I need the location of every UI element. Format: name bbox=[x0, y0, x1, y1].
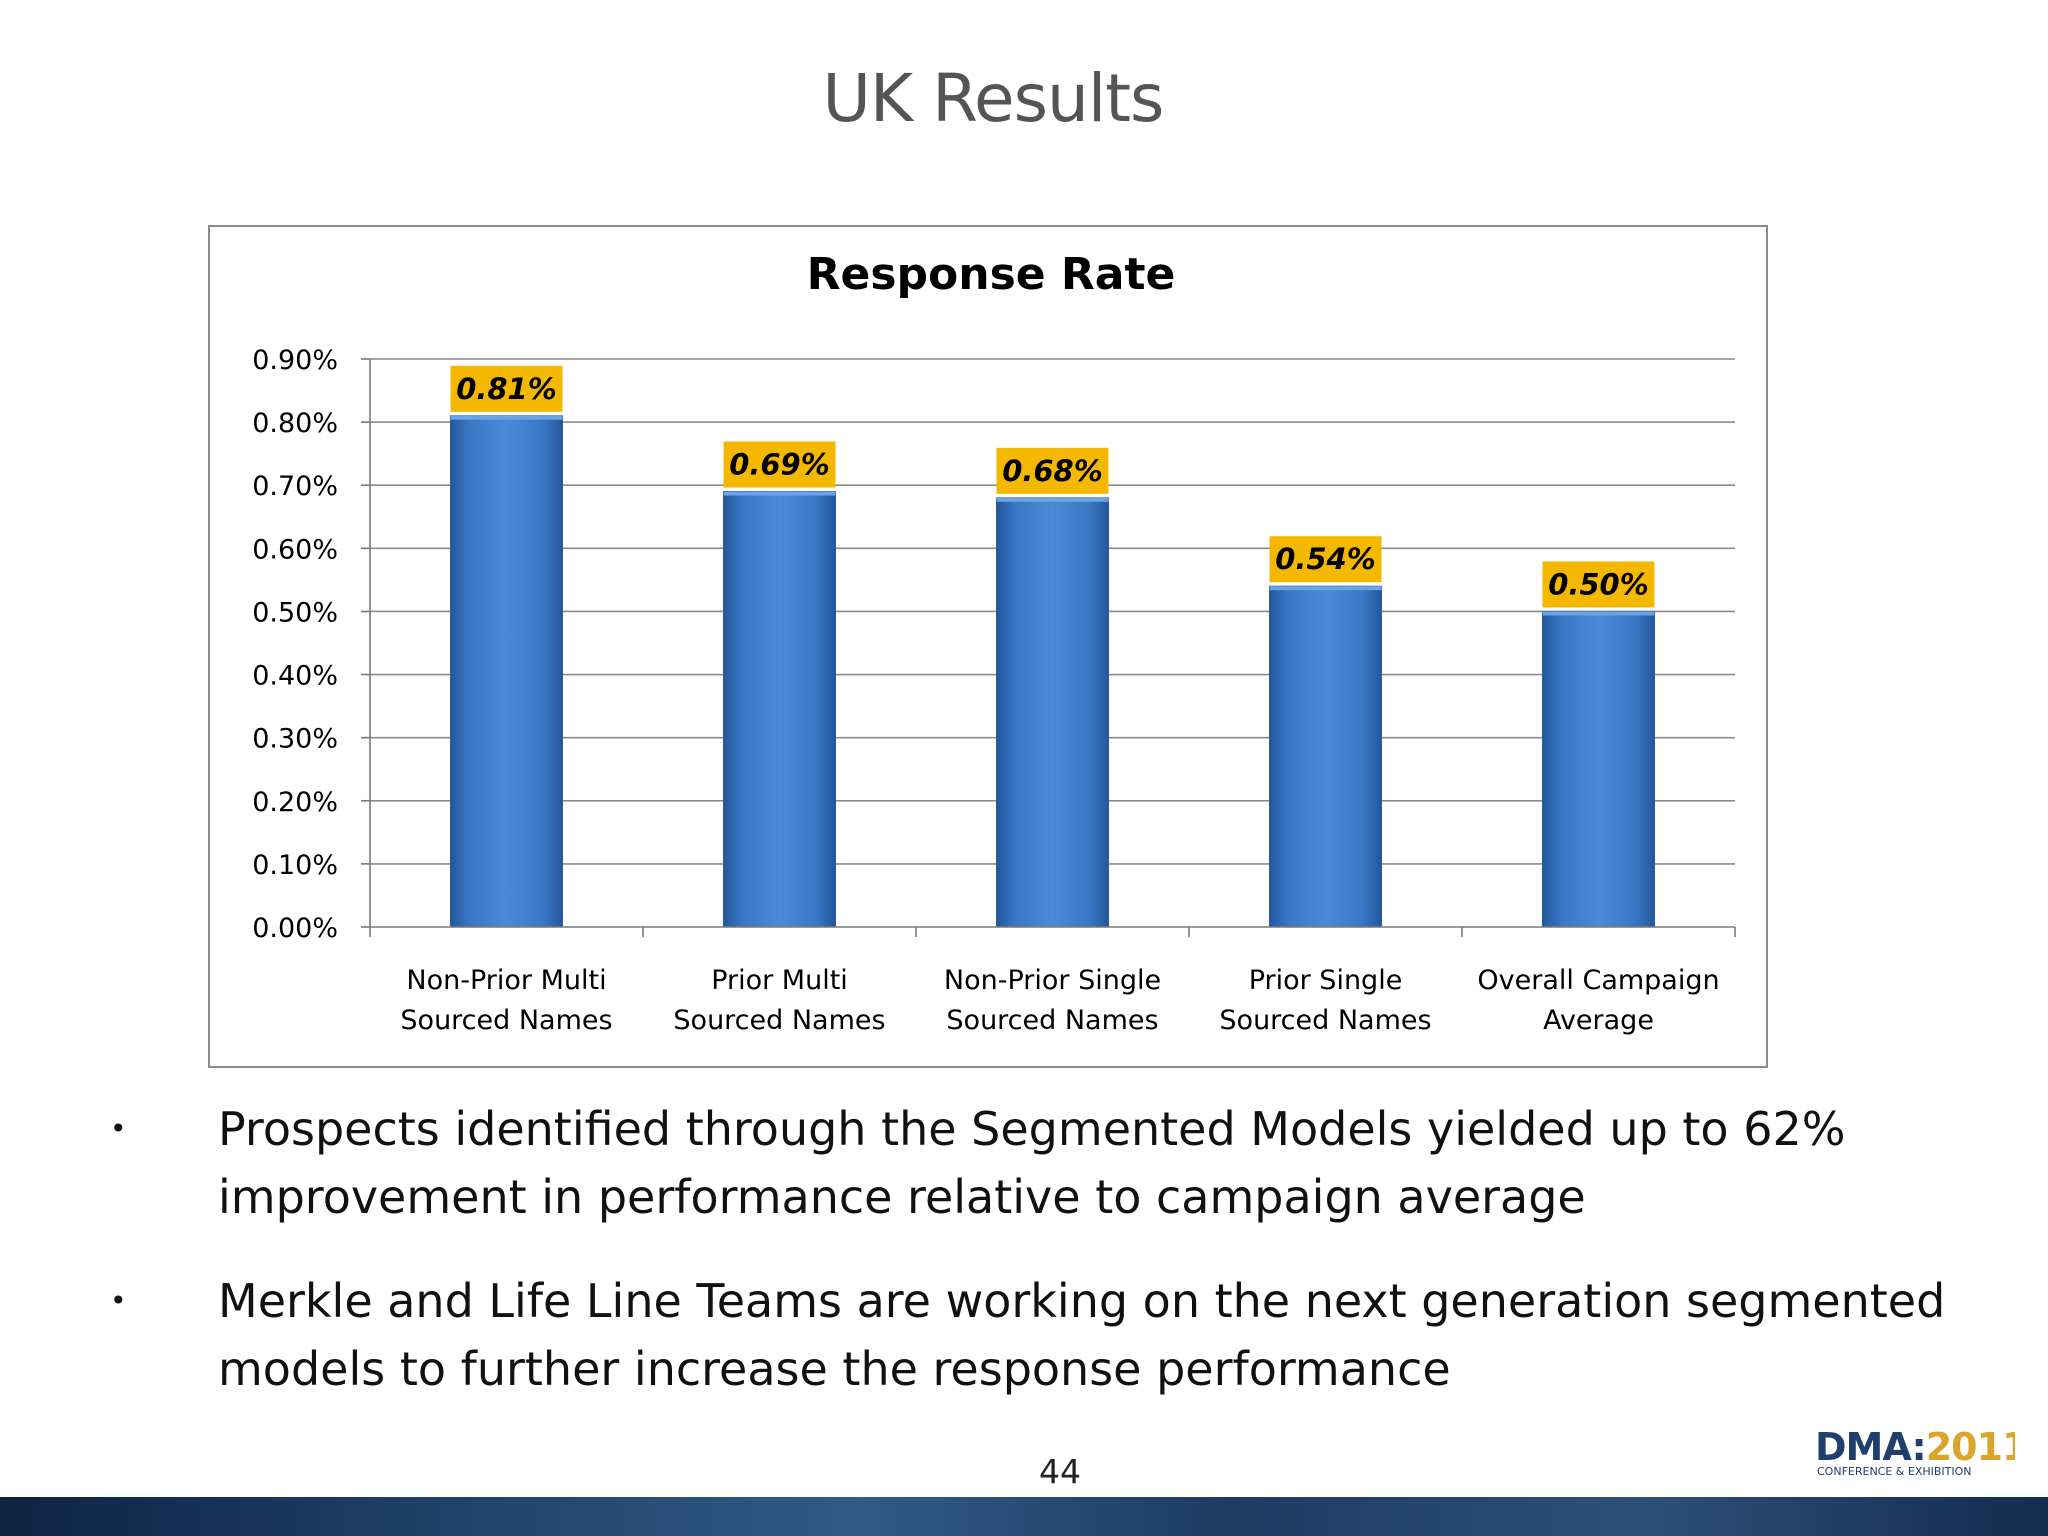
y-tick-label: 0.30% bbox=[252, 724, 338, 755]
logo-text-left: DMA bbox=[1815, 1425, 1912, 1469]
logo-separator: : bbox=[1911, 1425, 1925, 1469]
bullet-item: • Prospects identified through the Segme… bbox=[110, 1095, 2010, 1231]
category-label: Overall Campaign Average bbox=[1477, 965, 1719, 1036]
bar bbox=[723, 491, 836, 928]
bullet-list: • Prospects identified through the Segme… bbox=[110, 1095, 2010, 1439]
bullet-dot: • bbox=[110, 1284, 127, 1317]
category-label-line: Prior Single bbox=[1249, 965, 1403, 996]
data-label-box bbox=[1269, 536, 1382, 583]
logo-text-right: 2011 bbox=[1926, 1425, 2015, 1469]
category-label: Non-Prior Single Sourced Names bbox=[944, 965, 1161, 1036]
data-label: 0.54% bbox=[1275, 542, 1376, 576]
logo-subtitle: CONFERENCE & EXHIBITION bbox=[1817, 1465, 1972, 1478]
y-tick-label: 0.00% bbox=[252, 913, 338, 944]
bar bbox=[1542, 610, 1655, 928]
bar-top-highlight bbox=[723, 491, 836, 496]
response-rate-chart: Response Rate 0.81%0.69% 0.68%0.54%0.50% … bbox=[252, 249, 1736, 1036]
y-tick-label: 0.80% bbox=[252, 408, 338, 439]
bar bbox=[1269, 585, 1382, 928]
data-label: 0.68% bbox=[1002, 454, 1103, 488]
bar-top-highlight bbox=[450, 415, 563, 420]
data-label: 0.81% bbox=[456, 372, 557, 406]
y-tick-label: 0.70% bbox=[252, 471, 338, 502]
y-tick-label: 0.20% bbox=[252, 787, 338, 818]
data-label-box bbox=[450, 365, 563, 412]
footer-band bbox=[0, 1497, 2048, 1536]
category-label-line: Sourced Names bbox=[673, 1005, 885, 1036]
dma-2011-logo: DMA:2011 CONFERENCE & EXHIBITION bbox=[1815, 1425, 2015, 1478]
y-tick-label: 0.10% bbox=[252, 850, 338, 881]
category-label-line: Non-Prior Multi bbox=[406, 965, 606, 996]
chart-title: Response Rate bbox=[807, 249, 1176, 300]
category-label: Prior Multi Sourced Names bbox=[673, 965, 885, 1036]
bar-top-highlight bbox=[1542, 611, 1655, 616]
data-label: 0.50% bbox=[1548, 567, 1649, 601]
category-label-line: Prior Multi bbox=[711, 965, 848, 996]
category-label: Prior Single Sourced Names bbox=[1219, 965, 1431, 1036]
y-tick-label: 0.60% bbox=[252, 534, 338, 565]
page-number: 44 bbox=[1039, 1452, 1081, 1491]
category-label-line: Average bbox=[1543, 1005, 1654, 1036]
bar bbox=[450, 415, 563, 928]
y-tick-label: 0.90% bbox=[252, 345, 338, 376]
bar-top-highlight bbox=[996, 497, 1109, 502]
category-label-line: Sourced Names bbox=[946, 1005, 1158, 1036]
bullet-item: • Merkle and Life Line Teams are working… bbox=[110, 1267, 2010, 1403]
bar-top-highlight bbox=[1269, 586, 1382, 591]
slide-title: UK Results bbox=[822, 60, 1165, 137]
y-tick-label: 0.40% bbox=[252, 661, 338, 692]
category-label-line: Overall Campaign bbox=[1477, 965, 1719, 996]
data-label-box bbox=[1542, 561, 1655, 608]
bullet-text: Merkle and Life Line Teams are working o… bbox=[218, 1274, 1946, 1396]
chart-frame: Response Rate 0.81% 0.69% 0.68% 0.54% 0.50% … bbox=[208, 225, 1768, 1068]
category-label-line: Sourced Names bbox=[400, 1005, 612, 1036]
bar bbox=[996, 497, 1109, 928]
svg-text:DMA:2011: DMA:2011 bbox=[1815, 1425, 2015, 1469]
category-label-line: Sourced Names bbox=[1219, 1005, 1431, 1036]
data-label-box bbox=[723, 441, 836, 488]
bullet-dot: • bbox=[110, 1112, 127, 1145]
category-label-line: Non-Prior Single bbox=[944, 965, 1161, 996]
bullet-text: Prospects identified through the Segment… bbox=[218, 1102, 1846, 1224]
data-label-box bbox=[996, 447, 1109, 494]
data-label: 0.69% bbox=[729, 448, 830, 482]
category-label: Non-Prior Multi Sourced Names bbox=[400, 965, 612, 1036]
y-tick-label: 0.50% bbox=[252, 597, 338, 628]
